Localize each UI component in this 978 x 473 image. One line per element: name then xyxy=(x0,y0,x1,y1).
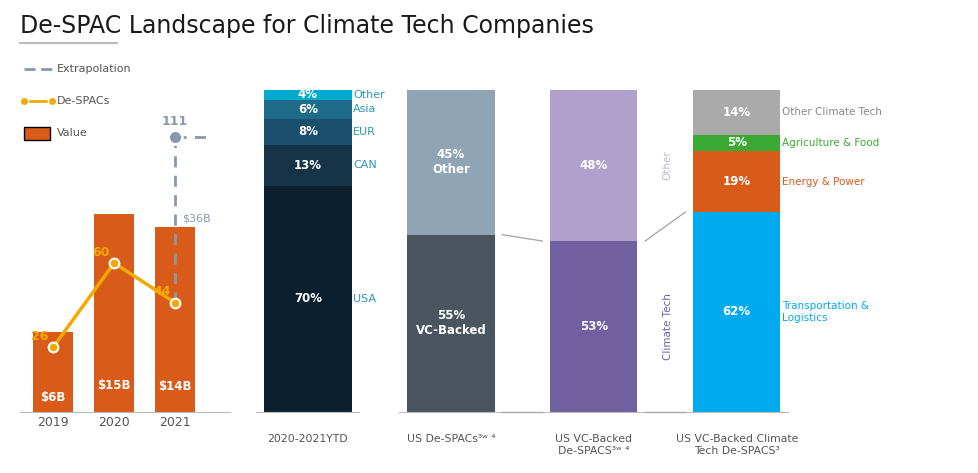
Bar xyxy=(264,99,351,119)
Text: Value: Value xyxy=(57,128,87,138)
Text: 62%: 62% xyxy=(722,305,750,318)
Bar xyxy=(550,241,637,412)
Text: 111: 111 xyxy=(162,114,188,128)
Text: 45%
Other: 45% Other xyxy=(431,148,469,176)
Text: 8%: 8% xyxy=(297,125,318,138)
Text: $6B: $6B xyxy=(40,391,66,403)
Text: $14B: $14B xyxy=(158,380,192,393)
Text: US VC-Backed Climate
Tech De-SPACS³: US VC-Backed Climate Tech De-SPACS³ xyxy=(675,434,797,455)
Text: EUR: EUR xyxy=(353,127,376,137)
Text: Transportation &
Logistics: Transportation & Logistics xyxy=(781,301,868,323)
Bar xyxy=(407,90,494,235)
Text: Extrapolation: Extrapolation xyxy=(57,63,131,74)
Bar xyxy=(264,145,351,186)
Text: 2020-2021YTD: 2020-2021YTD xyxy=(267,434,348,444)
Text: 60: 60 xyxy=(92,245,110,259)
Text: Other: Other xyxy=(662,150,672,180)
Bar xyxy=(264,119,351,145)
Text: 26: 26 xyxy=(31,330,48,343)
Text: US De-SPACs³ʷ ⁴: US De-SPACs³ʷ ⁴ xyxy=(406,434,495,444)
Text: Agriculture & Food: Agriculture & Food xyxy=(781,138,878,148)
Text: Asia: Asia xyxy=(353,104,377,114)
Text: 53%: 53% xyxy=(579,320,607,333)
Text: 13%: 13% xyxy=(293,159,322,172)
Text: 4%: 4% xyxy=(297,88,318,101)
Bar xyxy=(692,212,779,412)
Bar xyxy=(692,151,779,212)
Text: Climate Tech: Climate Tech xyxy=(662,293,672,359)
Text: $15B: $15B xyxy=(97,379,131,392)
Bar xyxy=(692,90,779,135)
Bar xyxy=(407,235,494,412)
Text: 44: 44 xyxy=(153,285,170,298)
Bar xyxy=(94,214,134,412)
Text: Other: Other xyxy=(353,90,384,100)
Text: USA: USA xyxy=(353,294,376,304)
Text: 14%: 14% xyxy=(722,106,750,119)
Text: Energy & Power: Energy & Power xyxy=(781,176,864,186)
Text: 6%: 6% xyxy=(297,103,318,116)
Text: 5%: 5% xyxy=(726,136,746,149)
Text: CAN: CAN xyxy=(353,160,377,170)
Text: 55%
VC-Backed: 55% VC-Backed xyxy=(415,309,486,337)
Text: 70%: 70% xyxy=(293,292,322,306)
Bar xyxy=(33,333,73,412)
Text: De-SPAC Landscape for Climate Tech Companies: De-SPAC Landscape for Climate Tech Compa… xyxy=(20,14,593,38)
Text: 19%: 19% xyxy=(722,175,750,188)
Bar xyxy=(156,227,195,412)
Text: Other Climate Tech: Other Climate Tech xyxy=(781,107,881,117)
Bar xyxy=(692,135,779,151)
Text: De-SPACs: De-SPACs xyxy=(57,96,111,106)
Text: US VC-Backed
De-SPACS³ʷ ⁴: US VC-Backed De-SPACS³ʷ ⁴ xyxy=(555,434,632,455)
Bar xyxy=(264,90,351,99)
Text: $36B: $36B xyxy=(182,213,211,223)
Bar xyxy=(264,186,351,412)
Text: 48%: 48% xyxy=(579,159,607,172)
Bar xyxy=(550,90,637,241)
